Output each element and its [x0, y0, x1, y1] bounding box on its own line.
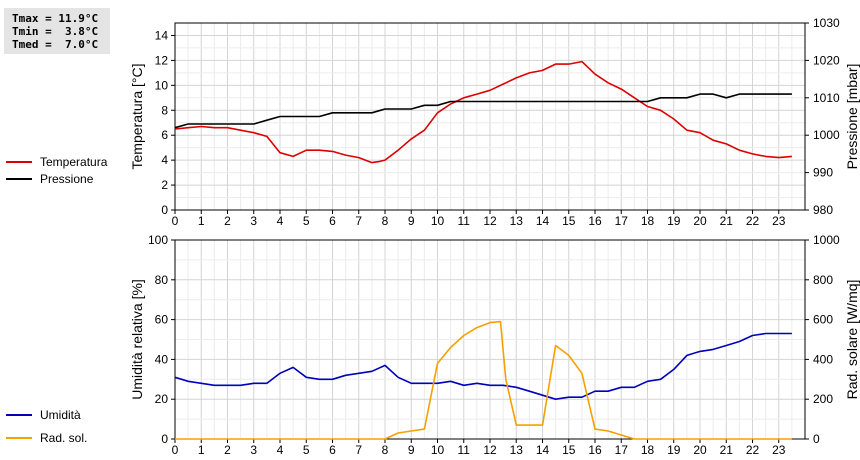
x-tick-label: 9 — [408, 443, 415, 457]
x-tick-label: 15 — [562, 443, 576, 457]
y-tick-label: 2 — [161, 178, 168, 192]
y2-tick-label: 1030 — [813, 16, 840, 30]
y-tick-label: 20 — [155, 392, 169, 406]
x-tick-label: 0 — [172, 214, 179, 228]
x-tick-label: 19 — [667, 443, 681, 457]
x-tick-label: 16 — [588, 443, 602, 457]
y-tick-label: 40 — [155, 352, 169, 366]
y-tick-label: 80 — [155, 273, 169, 287]
x-tick-label: 5 — [303, 214, 310, 228]
legend-label-temperatura: Temperatura — [40, 155, 108, 169]
x-tick-label: 20 — [693, 443, 707, 457]
x-tick-label: 4 — [277, 443, 284, 457]
x-tick-label: 17 — [615, 443, 629, 457]
legend-swatch-temperatura — [6, 161, 32, 163]
x-tick-label: 3 — [250, 214, 257, 228]
legend-swatch-rad-sol — [6, 437, 32, 439]
y-tick-label: 4 — [161, 153, 168, 167]
y-tick-label: 10 — [155, 78, 169, 92]
stats-box: Tmax = 11.9°C Tmin = 3.8°C Tmed = 7.0°C — [4, 8, 110, 54]
y2-tick-label: 1010 — [813, 91, 840, 105]
y2-tick-label: 1000 — [813, 128, 840, 142]
series-line-rad-sol — [175, 320, 792, 440]
y2-tick-label: 600 — [813, 313, 833, 327]
legend-swatch-pressione — [6, 178, 32, 180]
x-tick-label: 10 — [431, 443, 445, 457]
x-tick-label: 15 — [562, 214, 576, 228]
x-tick-label: 19 — [667, 214, 681, 228]
y2-tick-label: 800 — [813, 273, 833, 287]
x-tick-label: 8 — [382, 214, 389, 228]
legend-swatch-umidita — [6, 414, 32, 416]
y2-axis-label: Pressione [mbar] — [844, 64, 860, 170]
x-tick-label: 14 — [536, 214, 550, 228]
y-tick-label: 12 — [155, 53, 169, 67]
legend-label-umidita: Umidità — [40, 408, 81, 422]
y-tick-label: 60 — [155, 313, 169, 327]
y2-tick-label: 980 — [813, 203, 833, 217]
series-line-temperatura — [174, 60, 792, 164]
x-tick-label: 22 — [746, 443, 760, 457]
x-tick-label: 17 — [615, 214, 629, 228]
legend-label-pressione: Pressione — [40, 172, 94, 186]
x-tick-label: 1 — [198, 443, 205, 457]
tmin-label: Tmin = 3.8°C — [12, 25, 99, 38]
x-tick-label: 2 — [224, 443, 231, 457]
x-tick-label: 8 — [382, 443, 389, 457]
y-axis-label: Temperatura [°C] — [129, 64, 145, 170]
x-tick-label: 21 — [720, 443, 734, 457]
y2-tick-label: 990 — [813, 166, 833, 180]
x-tick-label: 13 — [510, 214, 524, 228]
x-tick-label: 21 — [720, 214, 734, 228]
x-tick-label: 3 — [250, 443, 257, 457]
x-tick-label: 16 — [588, 214, 602, 228]
y-tick-label: 0 — [161, 432, 168, 446]
y2-tick-label: 1000 — [813, 233, 840, 247]
y2-tick-label: 1020 — [813, 53, 840, 67]
x-tick-label: 13 — [510, 443, 524, 457]
x-tick-label: 12 — [483, 214, 497, 228]
series-line-umidit — [174, 332, 792, 401]
x-tick-label: 20 — [693, 214, 707, 228]
y-axis-label: Umidità relativa [%] — [129, 279, 145, 400]
x-tick-label: 11 — [458, 443, 471, 457]
x-tick-label: 1 — [198, 214, 205, 228]
y-tick-label: 100 — [148, 233, 168, 247]
x-tick-label: 14 — [536, 443, 550, 457]
x-tick-label: 0 — [172, 443, 179, 457]
series-line-pressione — [174, 93, 792, 129]
y2-axis-label: Rad. solare [W/mq] — [844, 280, 860, 400]
y2-tick-label: 400 — [813, 352, 833, 366]
x-tick-label: 5 — [303, 443, 310, 457]
x-tick-label: 4 — [277, 214, 284, 228]
x-tick-label: 6 — [329, 214, 336, 228]
x-tick-label: 12 — [483, 443, 497, 457]
x-tick-label: 7 — [355, 443, 362, 457]
x-tick-label: 22 — [746, 214, 760, 228]
x-tick-label: 23 — [772, 443, 786, 457]
y2-tick-label: 200 — [813, 392, 833, 406]
y-tick-label: 0 — [161, 203, 168, 217]
x-tick-label: 18 — [641, 214, 655, 228]
x-tick-label: 10 — [431, 214, 445, 228]
tmax-label: Tmax = 11.9°C — [12, 12, 99, 25]
x-tick-label: 9 — [408, 214, 415, 228]
tmed-label: Tmed = 7.0°C — [12, 38, 99, 51]
legend-label-rad-sol: Rad. sol. — [40, 431, 88, 445]
y-tick-label: 8 — [161, 103, 168, 117]
y2-tick-label: 0 — [813, 432, 820, 446]
x-tick-label: 23 — [772, 214, 786, 228]
y-tick-label: 14 — [155, 28, 169, 42]
x-tick-label: 2 — [224, 214, 231, 228]
x-tick-label: 18 — [641, 443, 655, 457]
x-tick-label: 6 — [329, 443, 336, 457]
y-tick-label: 6 — [161, 128, 168, 142]
x-tick-label: 7 — [355, 214, 362, 228]
x-tick-label: 11 — [458, 214, 471, 228]
